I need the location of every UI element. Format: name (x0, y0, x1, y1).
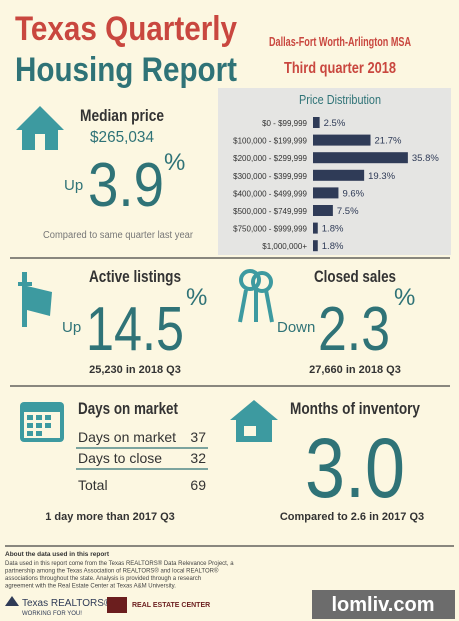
category-label: $100,000 - $199,999 (233, 137, 307, 146)
value-label: 7.5% (337, 206, 359, 217)
category-label: $300,000 - $399,999 (233, 172, 307, 181)
bar (313, 152, 408, 164)
category-label: $200,000 - $299,999 (233, 154, 307, 163)
note: 27,660 in 2018 Q3 (309, 364, 401, 376)
change: 2.3 (318, 295, 390, 364)
label: Days on market (78, 399, 178, 418)
bar (313, 205, 333, 216)
value-label: 19.3% (368, 171, 395, 182)
change: 3.9 (88, 151, 164, 220)
row-value: 37 (190, 429, 206, 445)
value-label: 35.8% (412, 153, 439, 164)
keys-icon (238, 269, 274, 323)
bar (313, 134, 371, 146)
about-title: About the data used in this report (5, 551, 110, 558)
bar (313, 240, 318, 252)
row-label: Total (78, 477, 108, 493)
watermark-box (312, 590, 455, 619)
category-label: $750,000 - $999,999 (233, 225, 307, 234)
about-line: partnership among the Texas Association … (5, 568, 219, 575)
row-value: 32 (190, 450, 206, 466)
about-line: Data used in this report come from the T… (5, 560, 234, 567)
logo-mark (5, 596, 19, 606)
inventory-value: 3.0 (305, 421, 405, 515)
unit: % (394, 284, 415, 311)
change: 14.5 (86, 295, 184, 364)
value-label: 21.7% (375, 136, 402, 147)
category-label: $400,000 - $499,999 (233, 189, 307, 198)
house-icon (230, 400, 278, 442)
note: Compared to same quarter last year (43, 230, 194, 241)
category-label: $1,000,000+ (262, 242, 307, 251)
label: Active listings (89, 267, 181, 286)
sign-icon (18, 272, 52, 327)
label: Closed sales (314, 267, 396, 286)
logo1: Texas REALTORS® (22, 598, 112, 609)
title-line1: Texas Quarterly (15, 10, 237, 48)
unit: % (164, 149, 185, 176)
period: Third quarter 2018 (284, 60, 396, 77)
about-line: associations throughout the state. Analy… (5, 576, 201, 582)
median-value: $265,034 (90, 129, 154, 146)
bar (313, 222, 318, 234)
row-label: Days on market (78, 429, 176, 445)
panel-title: Price Distribution (299, 92, 381, 107)
category-label: $500,000 - $749,999 (233, 207, 307, 216)
bar (313, 117, 320, 128)
bar (313, 187, 339, 199)
house-icon (16, 106, 64, 150)
watermark: lomliv.com (332, 594, 435, 616)
note: Compared to 2.6 in 2017 Q3 (280, 511, 424, 523)
direction: Down (277, 319, 315, 336)
logo1-tag: WORKING FOR YOU! (22, 611, 82, 617)
row-label: Days to close (78, 450, 162, 466)
direction: Up (62, 319, 81, 336)
title-line2: Housing Report (15, 51, 237, 89)
value-label: 1.8% (322, 224, 344, 235)
value-label: 1.8% (322, 241, 344, 252)
region: Dallas-Fort Worth-Arlington MSA (269, 34, 411, 49)
unit: % (186, 284, 207, 311)
label: Months of inventory (290, 399, 420, 418)
calendar-icon (20, 402, 64, 442)
note: 1 day more than 2017 Q3 (45, 511, 175, 523)
about-line: agreement with the Real Estate Center at… (5, 584, 176, 590)
direction: Up (64, 177, 83, 194)
note: 25,230 in 2018 Q3 (89, 364, 181, 376)
logo2: REAL ESTATE CENTER (132, 602, 210, 609)
category-label: $0 - $99,999 (262, 119, 307, 128)
bar (313, 169, 365, 181)
label: Median price (80, 106, 164, 125)
row-value: 69 (190, 477, 206, 493)
value-label: 2.5% (324, 118, 346, 129)
tamu-mark (107, 597, 127, 613)
value-label: 9.6% (342, 188, 364, 199)
